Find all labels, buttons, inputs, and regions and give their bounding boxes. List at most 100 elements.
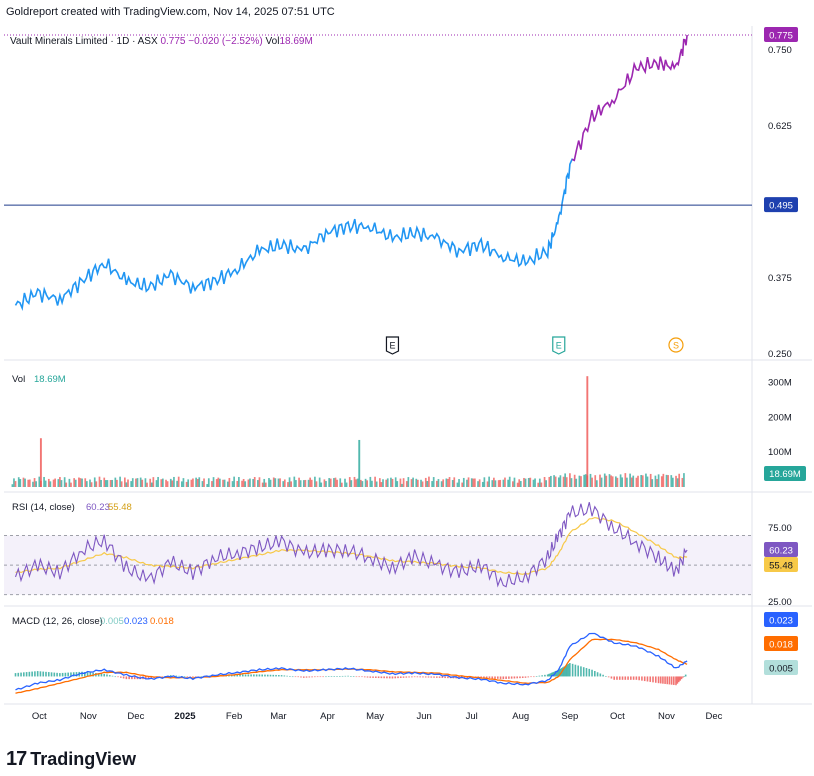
earnings-event-icon [552,336,566,355]
volume-bar [217,477,220,487]
volume-bar [127,479,129,487]
volume-bar [355,479,357,487]
volume-bar [146,482,148,487]
macd-histogram-bar [300,676,302,678]
macd-histogram-bar [513,676,516,679]
volume-bar [382,479,384,487]
earnings-event-icon [385,336,400,355]
volume-bar [287,482,289,487]
macd-histogram-bar [70,672,72,677]
volume-bar [28,479,31,487]
volume-bar [320,482,323,487]
macd-histogram-bar [679,676,681,681]
price-line-purple [571,34,688,162]
volume-bar [656,479,658,487]
macd-histogram-bar [338,676,341,677]
macd-histogram-bar [588,668,591,677]
macd-histogram-bar [352,676,355,677]
volume-bar [114,477,117,487]
macd-histogram-bar [635,676,638,680]
volume-bar [440,481,443,487]
macd-histogram-bar [358,676,361,678]
volume-bar [169,478,172,487]
volume-bar [402,478,405,487]
volume-bar [304,479,307,487]
rsi-ma-value-badge [764,556,798,572]
volume-bar [288,477,291,487]
macd-histogram-bar [175,675,178,677]
macd-histogram-bar [34,671,36,677]
macd-histogram-bar [397,676,399,679]
volume-bar [575,478,578,487]
volume-bar [79,478,82,487]
rsi-ma-value-legend: 55.48 [108,502,132,513]
macd-histogram-bar [341,675,344,677]
macd-histogram-bar [596,672,599,677]
volume-bar [187,479,190,487]
macd-histogram-bar [183,676,186,677]
level-price-label: 0.495 [769,201,793,212]
last-price-badge [764,27,798,43]
macd-histogram-bar [672,676,675,685]
chart-area[interactable]: 0.7500.6250.4950.3750.2500.4950.775EESVo… [4,26,812,726]
macd-hist-badge [764,660,798,675]
time-axis-label: Aug [512,711,529,722]
macd-histogram-bar [253,674,255,677]
macd-histogram-bar [668,676,671,685]
macd-histogram-bar [266,674,269,677]
time-axis-label: Oct [32,711,47,722]
volume-bar [333,478,335,487]
volume-bar [570,478,573,487]
volume-bar [681,477,684,487]
tradingview-logo[interactable]: 17 TradingView [6,748,136,771]
volume-bar [458,479,460,487]
time-axis-label: Jul [466,711,478,722]
volume-bar [261,482,264,487]
volume-bar [466,479,468,487]
volume-bar [43,476,45,487]
macd-histogram-bar [169,675,172,677]
macd-histogram-bar [544,674,546,677]
volume-bar [340,482,343,487]
macd-histogram-bar [314,676,316,678]
macd-histogram-bar [682,676,684,678]
volume-bar [641,475,644,487]
macd-histogram-bar [610,676,613,679]
volume-label: Vol [265,36,280,47]
macd-histogram-bar [103,673,105,677]
volume-bar [130,481,133,487]
volume-bar [493,477,495,487]
chart-svg[interactable]: 0.7500.6250.4950.3750.2500.4950.775EESVo… [4,26,812,726]
macd-pane-title: MACD (12, 26, close) [12,616,103,627]
macd-histogram-bar [108,675,111,677]
macd-histogram-bar [433,676,435,678]
macd-histogram-bar [144,676,147,680]
macd-histogram-bar [652,676,654,683]
volume-bar [247,479,250,487]
volume-bar [667,475,669,487]
volume-bar [60,480,63,487]
macd-histogram-bar [684,674,687,677]
volume-bar [630,477,633,487]
macd-histogram-bar [657,676,660,684]
volume-bar [135,478,137,487]
volume-bar [307,479,310,487]
volume-bar [369,476,372,487]
volume-bar [605,475,608,487]
volume-bar [386,478,389,487]
macd-histogram-bar [344,675,347,677]
macd-histogram-bar [659,676,662,684]
volume-bar [203,478,205,487]
volume-bar [238,477,240,487]
volume-bar [537,482,540,487]
time-axis-label: 2025 [174,711,196,722]
level-price-badge [764,197,798,213]
macd-histogram-bar [269,674,272,677]
earnings-event-label: E [556,341,562,351]
volume-bar [637,475,639,487]
macd-histogram-bar [377,676,380,679]
macd-histogram-bar [372,676,374,678]
volume-bar [215,479,218,487]
volume-tick-label: 100M [768,447,792,458]
volume-bar [678,473,681,487]
